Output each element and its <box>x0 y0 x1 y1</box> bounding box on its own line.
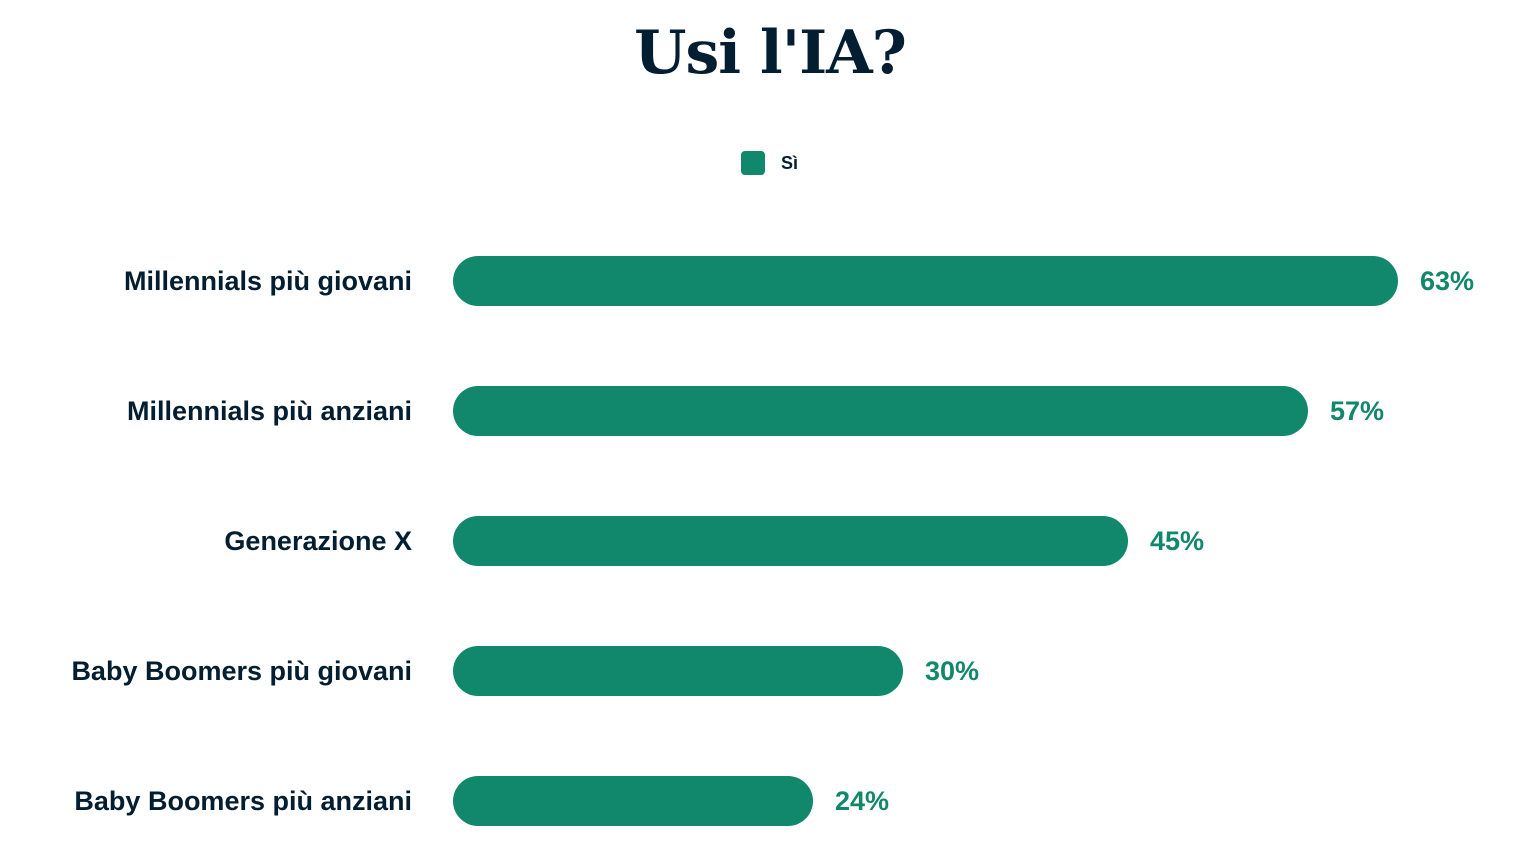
legend-label: Sì <box>781 152 799 173</box>
bar <box>453 516 1128 566</box>
data-label: 24% <box>835 786 889 816</box>
data-label: 30% <box>925 656 979 686</box>
category-label: Baby Boomers più anziani <box>74 786 412 816</box>
data-label: 57% <box>1330 396 1384 426</box>
chart-title: Usi l'IA? <box>634 18 907 88</box>
bar <box>453 386 1308 436</box>
bar <box>453 646 903 696</box>
category-label: Millennials più giovani <box>124 266 412 296</box>
bar <box>453 776 813 826</box>
data-label: 63% <box>1420 266 1474 296</box>
bar <box>453 256 1398 306</box>
data-label: 45% <box>1150 526 1204 556</box>
legend: Sì <box>741 151 798 175</box>
legend-swatch <box>741 151 765 175</box>
category-label: Generazione X <box>224 526 412 556</box>
category-label: Millennials più anziani <box>127 396 412 426</box>
category-label: Baby Boomers più giovani <box>71 656 412 686</box>
